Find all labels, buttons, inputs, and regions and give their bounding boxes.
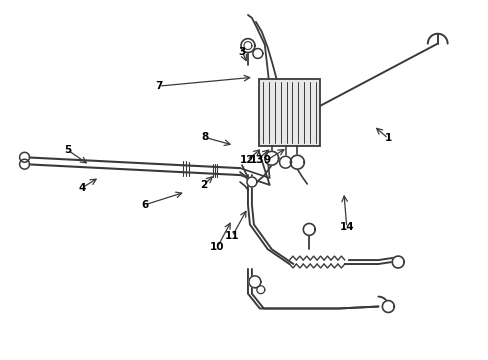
Bar (258, 79, 320, 147)
Text: 10: 10 (210, 242, 224, 252)
Polygon shape (20, 152, 29, 162)
Polygon shape (252, 49, 262, 58)
Polygon shape (264, 151, 278, 165)
Text: 8: 8 (202, 132, 209, 143)
Text: 4: 4 (78, 183, 85, 193)
Text: 13: 13 (249, 155, 264, 165)
Text: 5: 5 (64, 145, 72, 156)
Polygon shape (256, 286, 264, 294)
Polygon shape (303, 224, 315, 235)
Polygon shape (382, 301, 393, 312)
Text: 9: 9 (263, 155, 270, 165)
Polygon shape (246, 177, 256, 187)
Polygon shape (279, 156, 291, 168)
Text: 6: 6 (141, 200, 148, 210)
Text: 7: 7 (155, 81, 163, 91)
Polygon shape (20, 159, 29, 169)
Text: 3: 3 (238, 46, 245, 57)
Text: 12: 12 (239, 155, 254, 165)
Polygon shape (391, 256, 403, 268)
Polygon shape (290, 155, 304, 169)
Text: 11: 11 (224, 231, 239, 241)
Text: 2: 2 (200, 180, 207, 190)
Text: 14: 14 (339, 222, 353, 233)
Polygon shape (248, 276, 260, 288)
Polygon shape (241, 39, 254, 53)
Text: 1: 1 (384, 134, 391, 144)
